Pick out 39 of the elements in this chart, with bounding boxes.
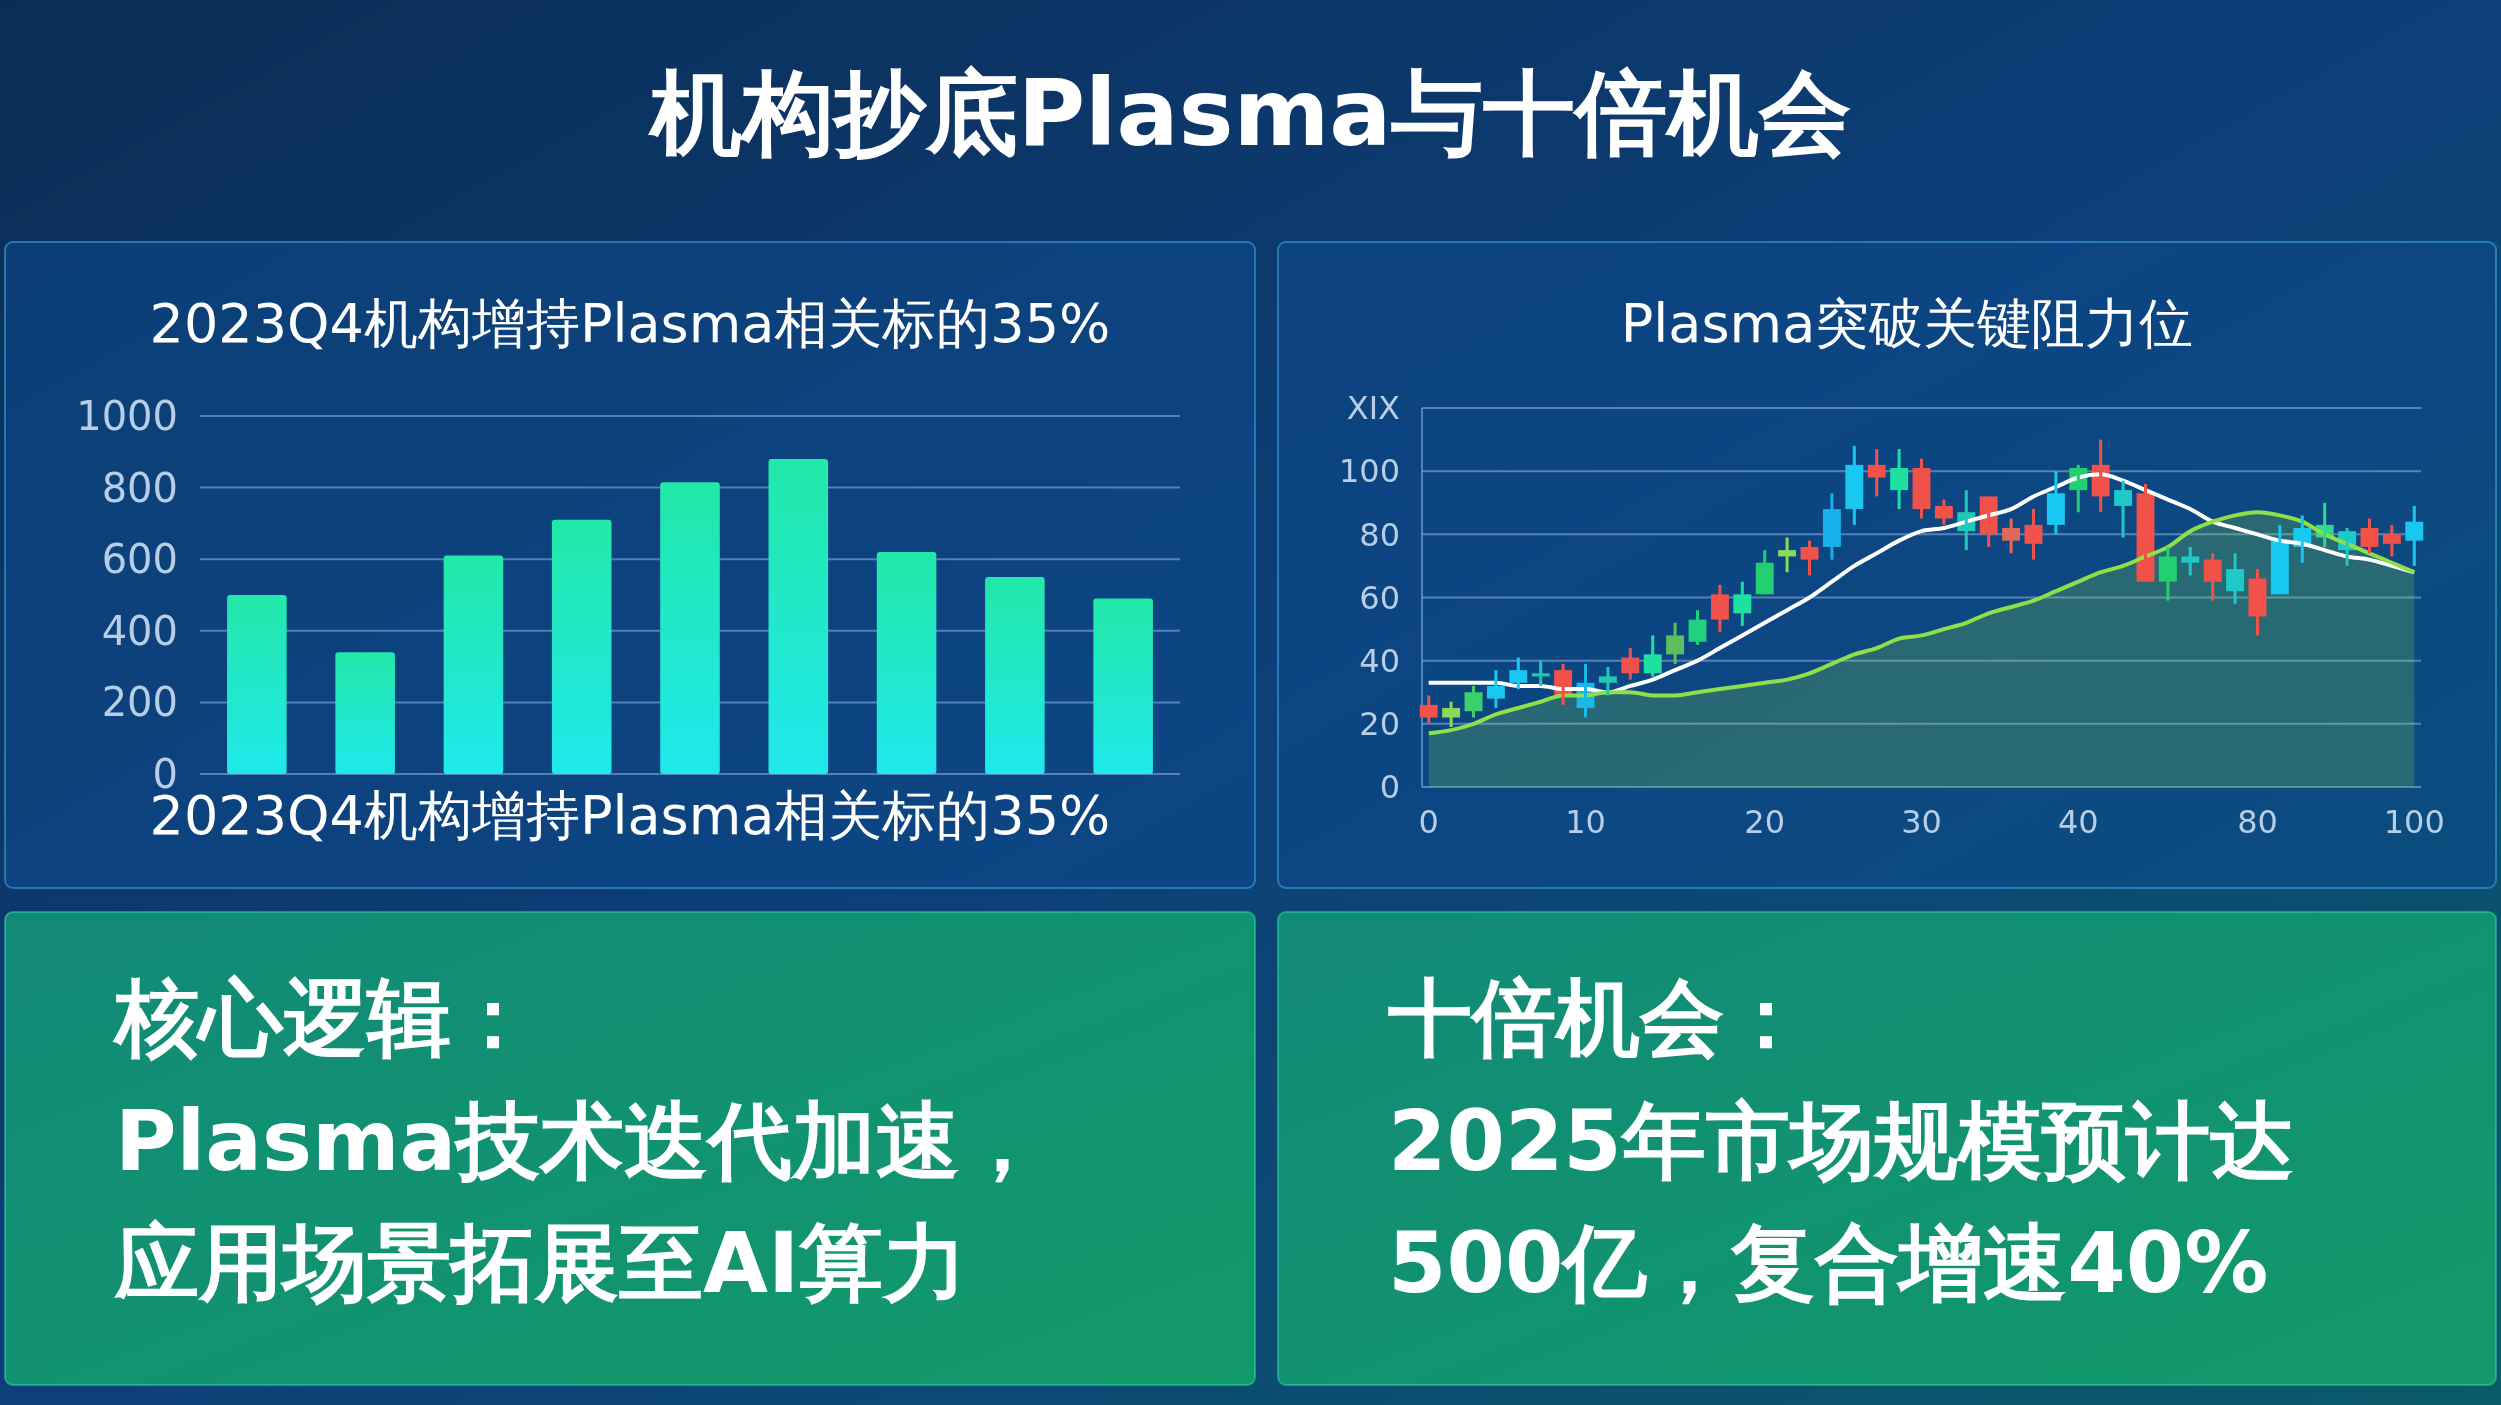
y-tick-label: XIX — [1346, 389, 1400, 428]
text: 500亿，复合增速40% — [1388, 1214, 2269, 1312]
bar — [1093, 598, 1153, 774]
candlestick — [1598, 666, 1617, 696]
text: Plasma技术迭代加速， — [115, 1092, 1045, 1190]
x-tick-label: 20 — [1744, 803, 1786, 841]
bar — [443, 555, 504, 774]
y-tick-label: 100 — [1338, 452, 1400, 491]
bar — [660, 482, 720, 774]
chart-title: Plasma突破关键阻力位 — [1620, 292, 2194, 355]
bar — [551, 519, 612, 774]
y-tick-label: 80 — [1359, 515, 1400, 554]
bar — [985, 577, 1045, 774]
x-tick-label: 40 — [2057, 803, 2099, 841]
text: 2025年市场规模预计达 — [1388, 1092, 2294, 1190]
y-tick-label: 800 — [101, 464, 178, 511]
bar — [768, 458, 829, 774]
candlestick — [2181, 546, 2200, 576]
x-tick-label: 30 — [1901, 803, 1942, 841]
text: 机构抄底Plasma与十倍机会 — [646, 60, 1852, 167]
x-tick-label: 80 — [2237, 803, 2278, 841]
y-tick-label: 1000 — [76, 393, 178, 439]
chart-title: 2023Q4机构增持Plasma相关标的35% — [149, 292, 1111, 355]
y-tick-label: 60 — [1359, 578, 1400, 617]
y-tick-label: 600 — [101, 536, 178, 583]
bar — [876, 552, 937, 774]
y-tick-label: 40 — [1359, 641, 1400, 680]
y-tick-label: 0 — [1379, 768, 1400, 807]
x-tick-label: 100 — [2383, 803, 2445, 841]
x-tick-label: 10 — [1565, 803, 1606, 841]
y-tick-label: 200 — [101, 679, 178, 726]
text: 核心逻辑： — [112, 969, 535, 1067]
x-tick-label: 0 — [1418, 803, 1439, 841]
text: 十倍机会： — [1388, 969, 1808, 1067]
bar — [335, 652, 395, 774]
y-tick-label: 400 — [101, 607, 178, 654]
y-tick-label: 20 — [1359, 705, 1400, 744]
bar — [227, 595, 287, 774]
text: 应用场景拓展至AI算力 — [113, 1214, 968, 1312]
